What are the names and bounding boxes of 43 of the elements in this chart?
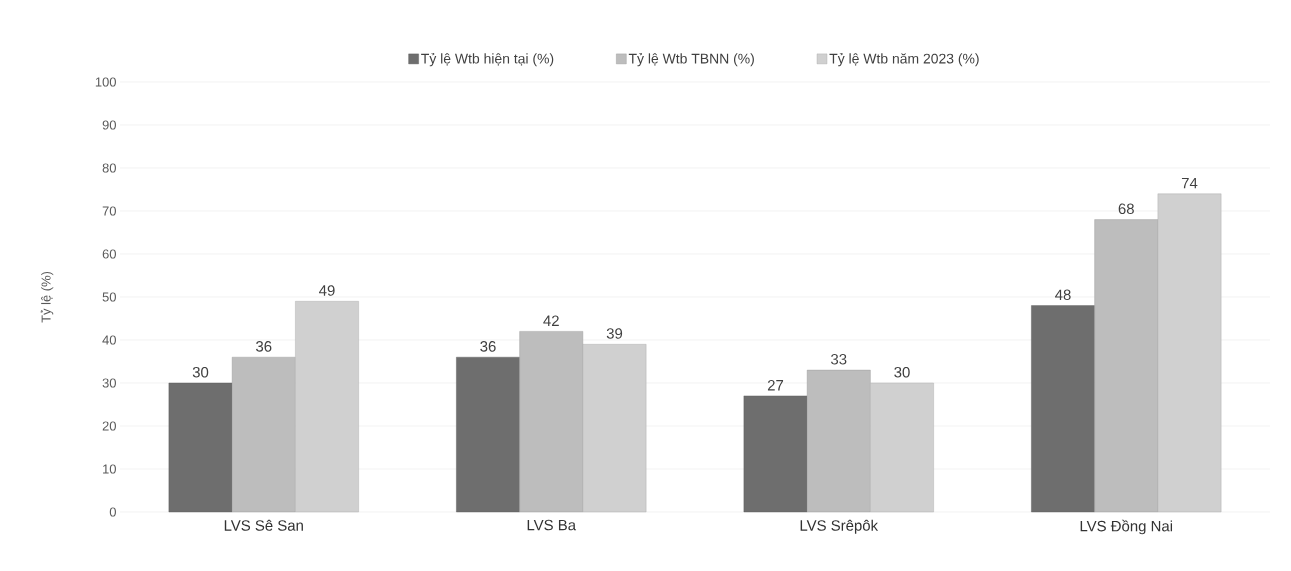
x-tick-label: LVS Sê San [224,519,303,531]
bar [168,382,233,513]
bar [231,357,296,513]
data-label: 49 [319,285,335,296]
y-tick-label: 100 [95,77,116,87]
bar [1157,193,1222,513]
data-label: 27 [767,379,784,391]
data-label: 36 [256,341,272,352]
data-label: 30 [192,366,209,378]
x-tick-label: LVS Ba [527,519,577,531]
bar [1094,219,1159,513]
data-label: 42 [543,315,559,326]
legend-label: Tỷ lệ Wtb năm 2023 (%) [829,52,979,67]
bar [295,301,359,513]
legend-label: Tỷ lệ Wtb hiện tại (%) [421,52,554,67]
data-label: 74 [1181,177,1198,189]
data-label: 48 [1055,289,1071,301]
bar [743,395,808,513]
y-tick-label: 20 [102,421,116,431]
bar [456,357,520,513]
y-tick-label: 40 [102,335,116,345]
bar [870,382,934,513]
y-tick-label: 60 [102,249,116,259]
y-tick-label: 80 [102,163,116,173]
bar [1031,305,1095,513]
bar [519,331,584,513]
y-tick-label: 30 [102,378,116,388]
y-tick-label: 90 [102,120,116,130]
data-label: 30 [894,366,910,378]
legend-label: Tỷ lệ Wtb TBNN (%) [628,52,754,67]
x-tick-label: LVS Đồng Nai [1080,519,1173,535]
x-tick-label: LVS Srêpôk [800,519,879,534]
data-label: 68 [1118,203,1134,215]
y-tick-label: 10 [103,464,116,474]
y-tick-label: 50 [102,292,116,302]
data-label: 36 [480,341,496,352]
data-label: 33 [831,353,847,365]
bar [806,369,871,513]
bar [582,344,647,513]
y-tick-label: 70 [102,206,116,216]
y-tick-label: 0 [109,507,116,517]
data-label: 39 [606,328,623,339]
y-axis-title: Tỷ lệ (%) [40,271,54,323]
